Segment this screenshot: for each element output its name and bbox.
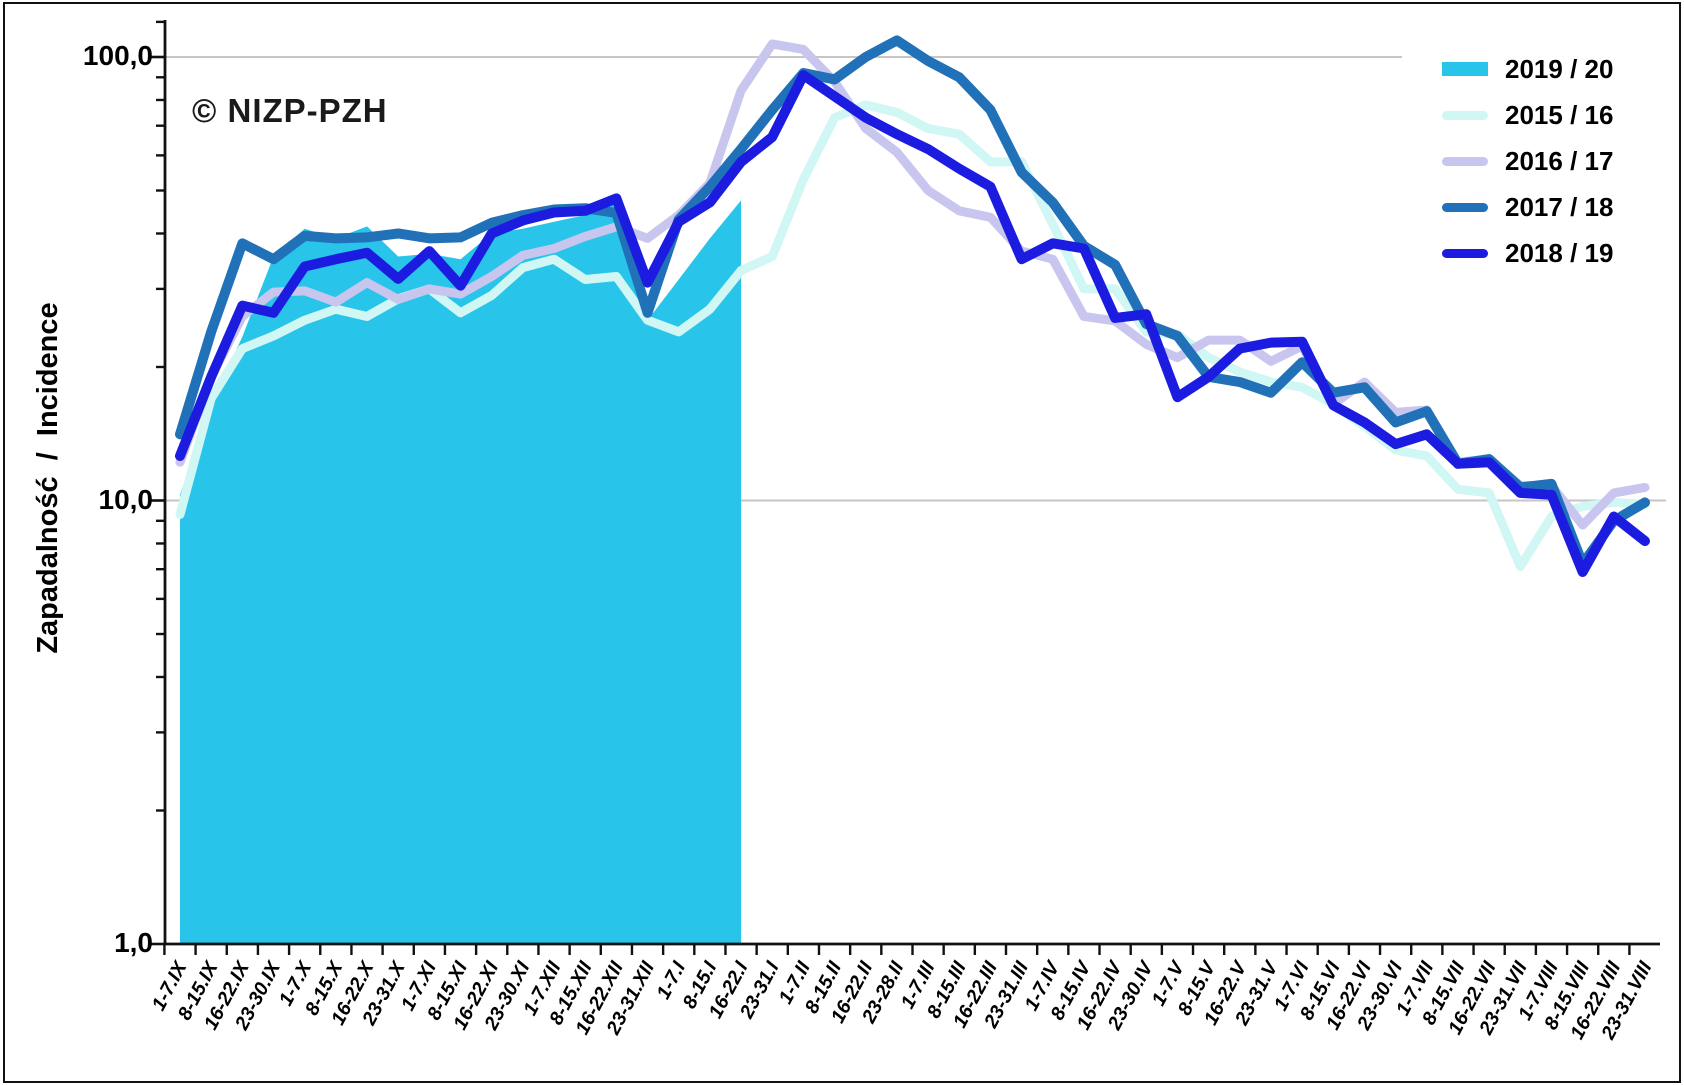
legend-swatch-line [1442,156,1488,166]
legend-label: 2019 / 20 [1505,53,1614,84]
legend-swatch-line [1442,110,1488,120]
legend-label: 2015 / 16 [1505,99,1614,130]
legend-label: 2016 / 17 [1505,145,1614,176]
legend-item: 2017 / 18 [1442,184,1614,230]
legend-label: 2017 / 18 [1505,191,1614,222]
series-line-2017/18 [175,35,1650,569]
legend-swatch-line [1442,202,1488,212]
legend-swatch-area [1442,62,1488,76]
legend-item: 2019 / 20 [1442,46,1614,92]
legend: 2019 / 20 2015 / 16 2016 / 17 2017 / 18 2018… [1442,46,1614,276]
copyright-watermark: © NIZP-PZH [192,92,388,129]
series-line-2016/17 [175,39,1650,530]
y-tick-label: 100,0 [82,40,153,71]
legend-item: 2018 / 19 [1442,230,1614,276]
y-tick-label: 1,0 [114,927,153,958]
legend-label: 2018 / 19 [1505,237,1614,268]
series-line-2018/19 [175,70,1650,577]
y-axis-title: Zapadalność / Incidence [32,302,64,654]
series-area-2019/20 [180,198,742,944]
y-tick-label: 10,0 [98,483,154,515]
legend-swatch-line [1442,248,1488,258]
legend-item: 2015 / 16 [1442,92,1614,138]
legend-item: 2016 / 17 [1442,138,1614,184]
